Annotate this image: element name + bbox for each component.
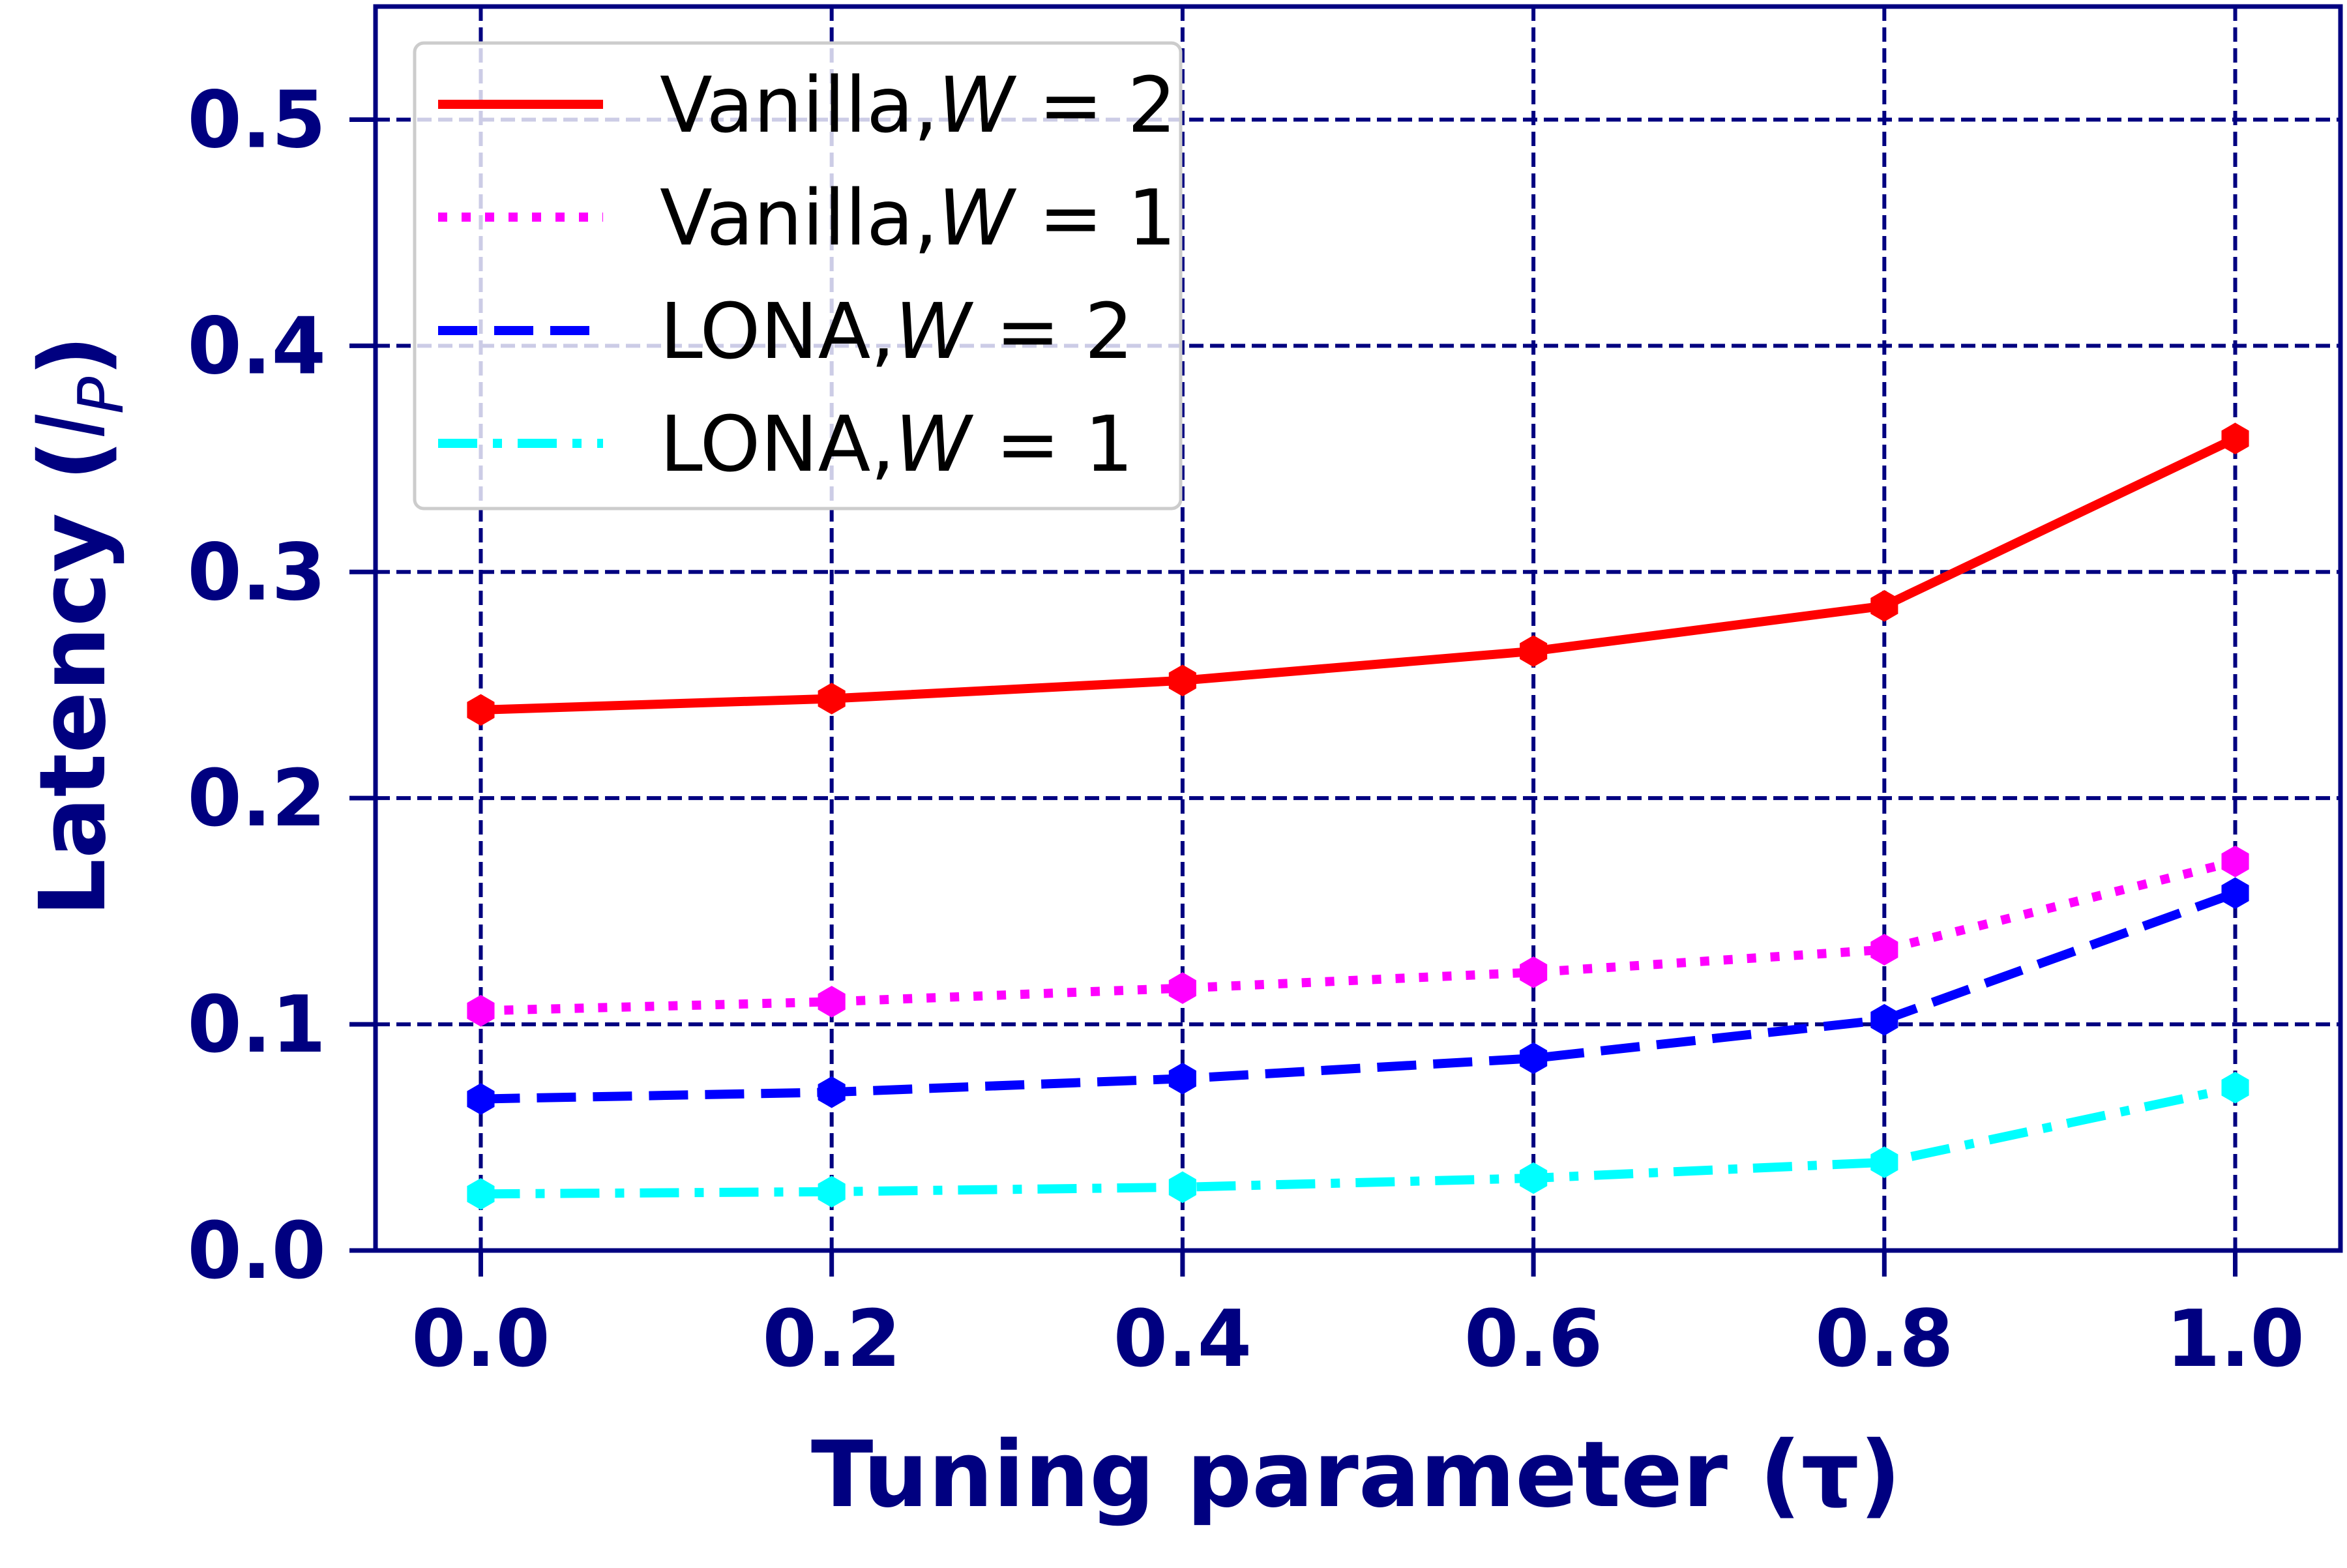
series-0 <box>467 422 2249 726</box>
legend: Vanilla,W = 2 Vanilla,W = 1 LONA,W = 2 LONA… <box>413 41 1183 510</box>
series-group <box>467 422 2249 1210</box>
data-point <box>1520 635 1548 668</box>
data-point <box>2221 845 2249 878</box>
y-tick-label: 0.1 <box>187 980 326 1071</box>
x-tick-label: 1.0 <box>2166 1294 2305 1385</box>
series-3 <box>467 1071 2249 1210</box>
data-point <box>467 1083 495 1115</box>
x-tick-label: 0.6 <box>1464 1294 1603 1385</box>
series-1 <box>467 845 2249 1027</box>
series-2 <box>467 877 2249 1115</box>
legend-box <box>413 41 1183 510</box>
data-point <box>1168 972 1196 1004</box>
x-tick-label: 0.8 <box>1815 1294 1954 1385</box>
data-point <box>1168 1171 1196 1204</box>
data-point <box>467 994 495 1027</box>
data-point <box>2221 1071 2249 1104</box>
data-point <box>2221 422 2249 454</box>
data-point <box>1870 1146 1898 1179</box>
legend-entry: Vanilla,W = 2 <box>660 60 1176 150</box>
plot-frame <box>373 4 2343 1253</box>
x-tick-label: 0.0 <box>411 1294 550 1385</box>
y-axis-label: Latency (lP) <box>20 335 138 917</box>
data-point <box>1520 1042 1548 1074</box>
data-point <box>2221 877 2249 910</box>
series-line <box>480 889 2237 1104</box>
data-point <box>467 1177 495 1210</box>
y-tick-label: 0.2 <box>187 754 326 844</box>
data-point <box>467 694 495 726</box>
data-point <box>818 683 846 715</box>
data-point <box>818 986 846 1018</box>
x-tick-label: 0.4 <box>1114 1294 1252 1385</box>
data-point <box>1870 934 1898 966</box>
y-tick-label: 0.3 <box>187 527 326 618</box>
data-point <box>1168 1062 1196 1095</box>
legend-entry: LONA,W = 1 <box>660 399 1134 489</box>
data-point <box>1870 1003 1898 1036</box>
y-tick-label: 0.5 <box>187 75 326 166</box>
series-line <box>480 434 2237 715</box>
y-tick-label: 0.0 <box>187 1206 326 1297</box>
legend-entry: Vanilla,W = 1 <box>660 173 1176 263</box>
axis-ticks: 0.0 0.2 0.4 0.6 0.8 1.0 0.0 0.1 0.2 0.3 0.4 0.5 <box>187 75 2304 1385</box>
data-point <box>1520 956 1548 988</box>
legend-entry: LONA,W = 2 <box>660 286 1134 376</box>
y-tick-label: 0.4 <box>187 301 326 392</box>
data-point <box>1870 589 1898 622</box>
data-point <box>1168 664 1196 697</box>
x-tick-label: 0.2 <box>762 1294 901 1385</box>
data-point <box>818 1176 846 1208</box>
series-line <box>480 857 2237 1016</box>
data-point <box>818 1076 846 1108</box>
series-line <box>480 1083 2236 1199</box>
data-point <box>1520 1162 1548 1194</box>
x-axis-label: Tuning parameter (τ) <box>811 1422 1901 1528</box>
